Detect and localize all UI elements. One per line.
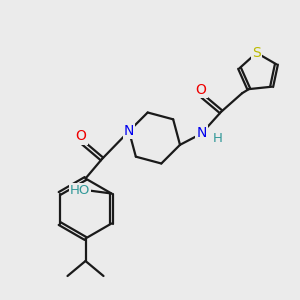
Text: O: O: [76, 130, 86, 143]
Text: O: O: [196, 82, 206, 97]
Text: N: N: [124, 124, 134, 138]
Text: H: H: [213, 132, 223, 145]
Text: N: N: [196, 126, 207, 140]
Text: S: S: [252, 46, 261, 60]
Text: HO: HO: [70, 184, 90, 197]
